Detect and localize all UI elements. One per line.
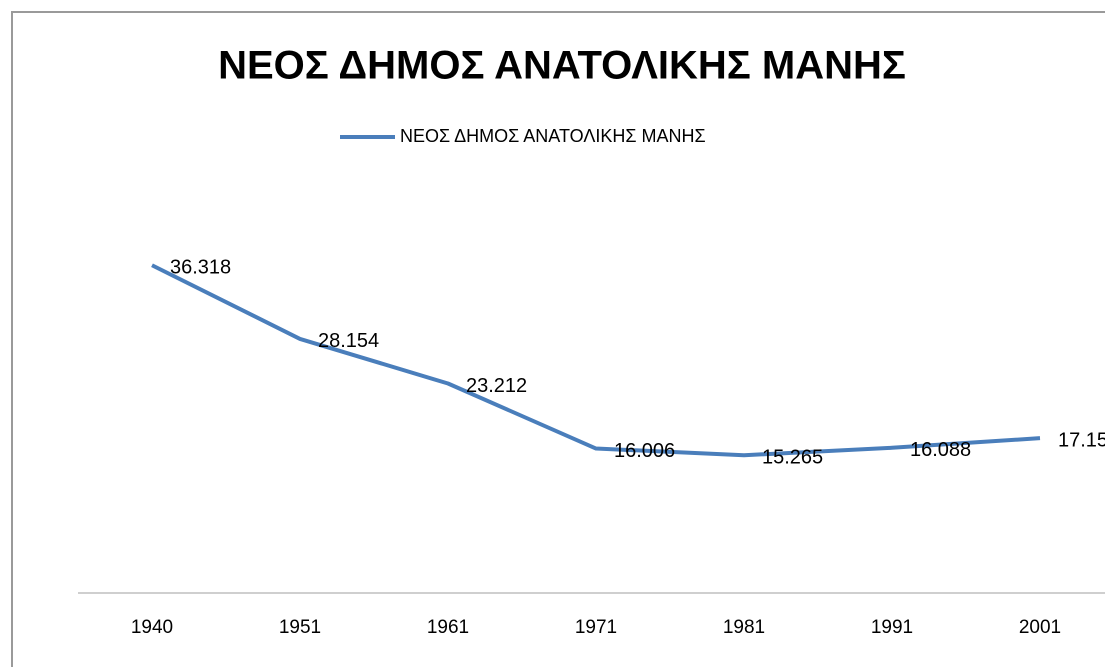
data-label: 16.006: [614, 440, 675, 462]
x-tick-label: 1991: [871, 617, 913, 638]
data-label: 15.265: [762, 447, 823, 469]
chart-title: ΝΕΟΣ ΔΗΜΟΣ ΑΝΑΤΟΛΙΚΗΣ ΜΑΝΗΣ: [218, 44, 906, 88]
data-label: 16.088: [910, 439, 971, 461]
data-label: 23.212: [466, 375, 527, 397]
data-line: [151, 263, 1041, 458]
x-tick-label: 2001: [1019, 617, 1061, 638]
x-tick-label: 1971: [575, 617, 617, 638]
data-label: 36.318: [170, 257, 231, 279]
data-label: 17.157: [1058, 429, 1105, 451]
x-tick-label: 1951: [279, 617, 321, 638]
x-tick-label: 1961: [427, 617, 469, 638]
legend-label: ΝΕΟΣ ΔΗΜΟΣ ΑΝΑΤΟΛΙΚΗΣ ΜΑΝΗΣ: [400, 126, 706, 146]
chart-frame: [11, 11, 1105, 667]
x-tick-label: 1940: [131, 617, 173, 638]
x-tick-label: 1981: [723, 617, 765, 638]
data-label: 28.154: [318, 330, 379, 352]
